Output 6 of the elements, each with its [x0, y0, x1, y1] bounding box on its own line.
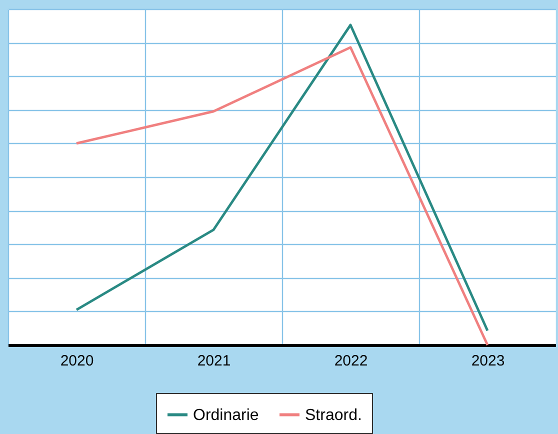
x-tick-label: 2021 — [197, 352, 231, 370]
legend-label: Ordinarie — [193, 406, 259, 424]
legend-label: Straord. — [305, 406, 362, 424]
x-tick-label: 2023 — [471, 352, 505, 370]
x-tick-label: 2022 — [334, 352, 368, 370]
x-tick-label: 2020 — [60, 352, 94, 370]
